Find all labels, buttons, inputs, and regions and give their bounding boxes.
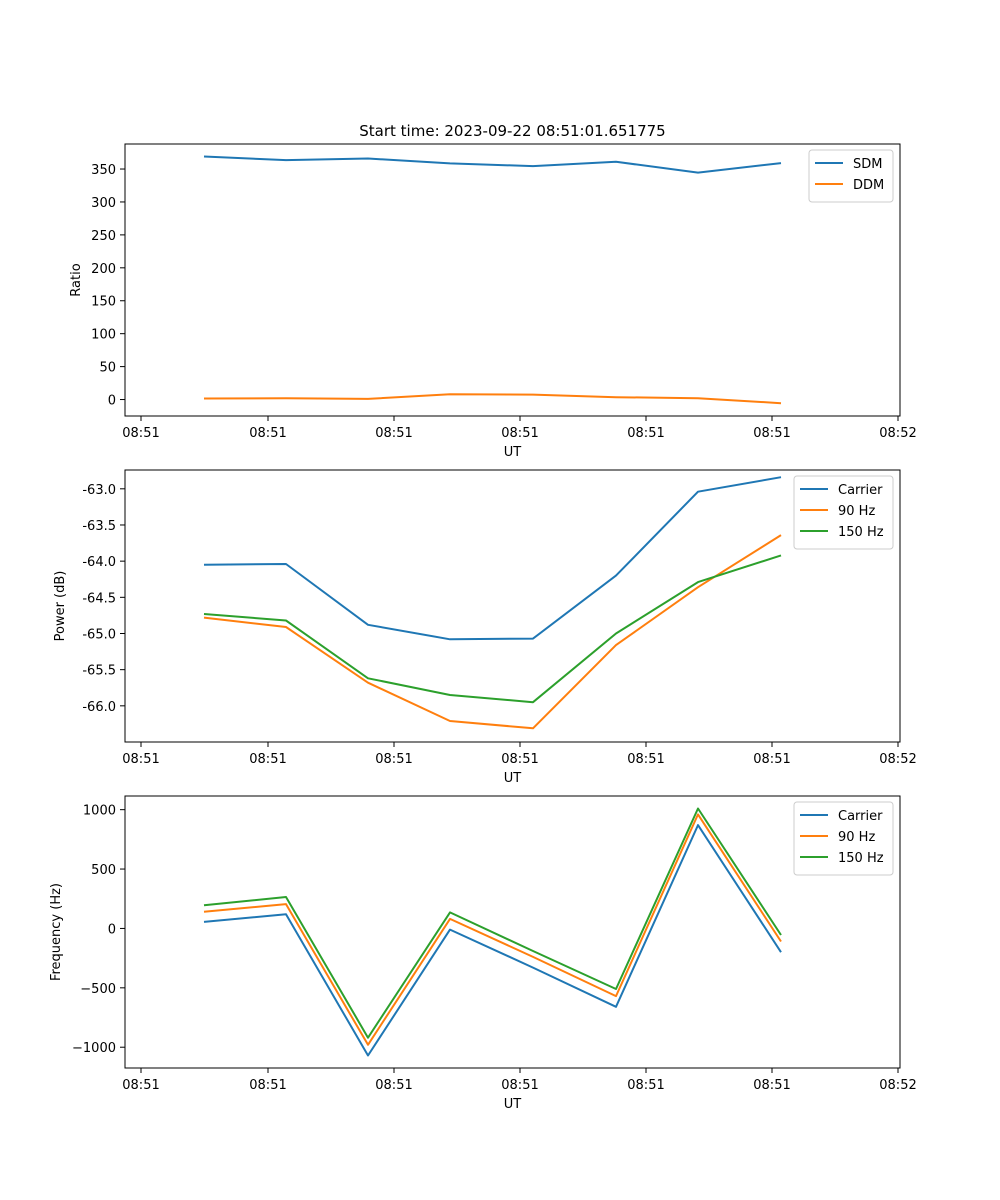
x-tick-label: 08:51 (627, 752, 664, 767)
y-tick-label: 200 (91, 262, 116, 277)
plot-frame (124, 143, 901, 417)
y-tick-label: 0 (108, 394, 116, 409)
plot-frame (124, 469, 901, 743)
y-tick-label: 0 (108, 922, 116, 937)
y-tick-label: 50 (99, 361, 116, 376)
y-tick-label: -65.5 (82, 664, 116, 679)
x-tick-label: 08:51 (501, 752, 538, 767)
plot-frame (124, 795, 901, 1069)
x-tick-label: 08:51 (249, 426, 286, 441)
y-tick-label: 1000 (83, 804, 116, 819)
x-tick-label: 08:51 (122, 1078, 159, 1093)
series-line-ddm (203, 393, 782, 405)
series-line-carrier (203, 476, 782, 641)
legend-entry: Carrier (838, 483, 883, 498)
y-tick-label: 350 (91, 163, 116, 178)
x-tick-label: 08:52 (879, 426, 916, 441)
y-tick-label: -63.0 (82, 483, 116, 498)
legend-entry: 90 Hz (838, 830, 875, 845)
x-tick-label: 08:51 (753, 426, 790, 441)
series-line-carrier (203, 824, 782, 1057)
series-line-90-hz (203, 534, 782, 730)
x-tick-label: 08:52 (879, 1078, 916, 1093)
y-tick-label: -66.0 (82, 700, 116, 715)
x-tick-label: 08:51 (753, 752, 790, 767)
chart-panel-1: Start time: 2023-09-22 08:51:01.651775 08… (69, 122, 917, 460)
x-tick-label: 08:51 (753, 1078, 790, 1093)
x-tick-label: 08:52 (879, 752, 916, 767)
x-tick-label: 08:51 (501, 1078, 538, 1093)
y-tick-label: 250 (91, 229, 116, 244)
legend-entry: 150 Hz (838, 525, 884, 540)
x-tick-label: 08:51 (501, 426, 538, 441)
x-tick-label: 08:51 (627, 426, 664, 441)
legend: Carrier 90 Hz 150 Hz (793, 801, 894, 876)
chart-title: Start time: 2023-09-22 08:51:01.651775 (359, 122, 665, 140)
y-axis-label: Frequency (Hz) (49, 883, 64, 981)
chart-panel-2: 08:51 08:51 08:51 08:51 08:51 08:51 08:52 UT -63… (53, 469, 917, 786)
x-tick-label: 08:51 (375, 1078, 412, 1093)
x-tick-label: 08:51 (627, 1078, 664, 1093)
y-tick-label: -65.0 (82, 627, 116, 642)
x-tick-label: 08:51 (249, 752, 286, 767)
legend-entry: 90 Hz (838, 504, 875, 519)
y-tick-label: -63.5 (82, 519, 116, 534)
y-axis-label: Power (dB) (53, 571, 68, 642)
series-line-sdm (203, 155, 782, 174)
y-tick-label: −500 (80, 982, 116, 997)
legend-entry: SDM (853, 157, 882, 172)
series-line-150-hz (203, 807, 782, 1039)
legend-entry: Carrier (838, 809, 883, 824)
x-axis-label: UT (504, 771, 522, 786)
x-tick-label: 08:51 (122, 426, 159, 441)
series-line-150-hz (203, 554, 782, 704)
y-tick-label: 150 (91, 295, 116, 310)
legend-entry: 150 Hz (838, 851, 884, 866)
y-tick-label: −1000 (72, 1041, 116, 1056)
y-tick-label: 100 (91, 328, 116, 343)
y-axis-label: Ratio (69, 263, 84, 296)
x-tick-label: 08:51 (249, 1078, 286, 1093)
x-tick-label: 08:51 (375, 752, 412, 767)
y-tick-label: 500 (91, 863, 116, 878)
legend-entry: DDM (853, 178, 884, 193)
x-axis-label: UT (504, 1097, 522, 1112)
x-tick-label: 08:51 (122, 752, 159, 767)
legend: SDM DDM (808, 149, 894, 203)
y-tick-label: -64.5 (82, 591, 116, 606)
chart-panel-3: 08:51 08:51 08:51 08:51 08:51 08:51 08:52 UT 100… (49, 795, 917, 1112)
x-tick-label: 08:51 (375, 426, 412, 441)
x-axis-label: UT (504, 445, 522, 460)
legend: Carrier 90 Hz 150 Hz (793, 475, 894, 550)
series-line-90-hz (203, 813, 782, 1046)
y-tick-label: -64.0 (82, 555, 116, 570)
y-tick-label: 300 (91, 196, 116, 211)
